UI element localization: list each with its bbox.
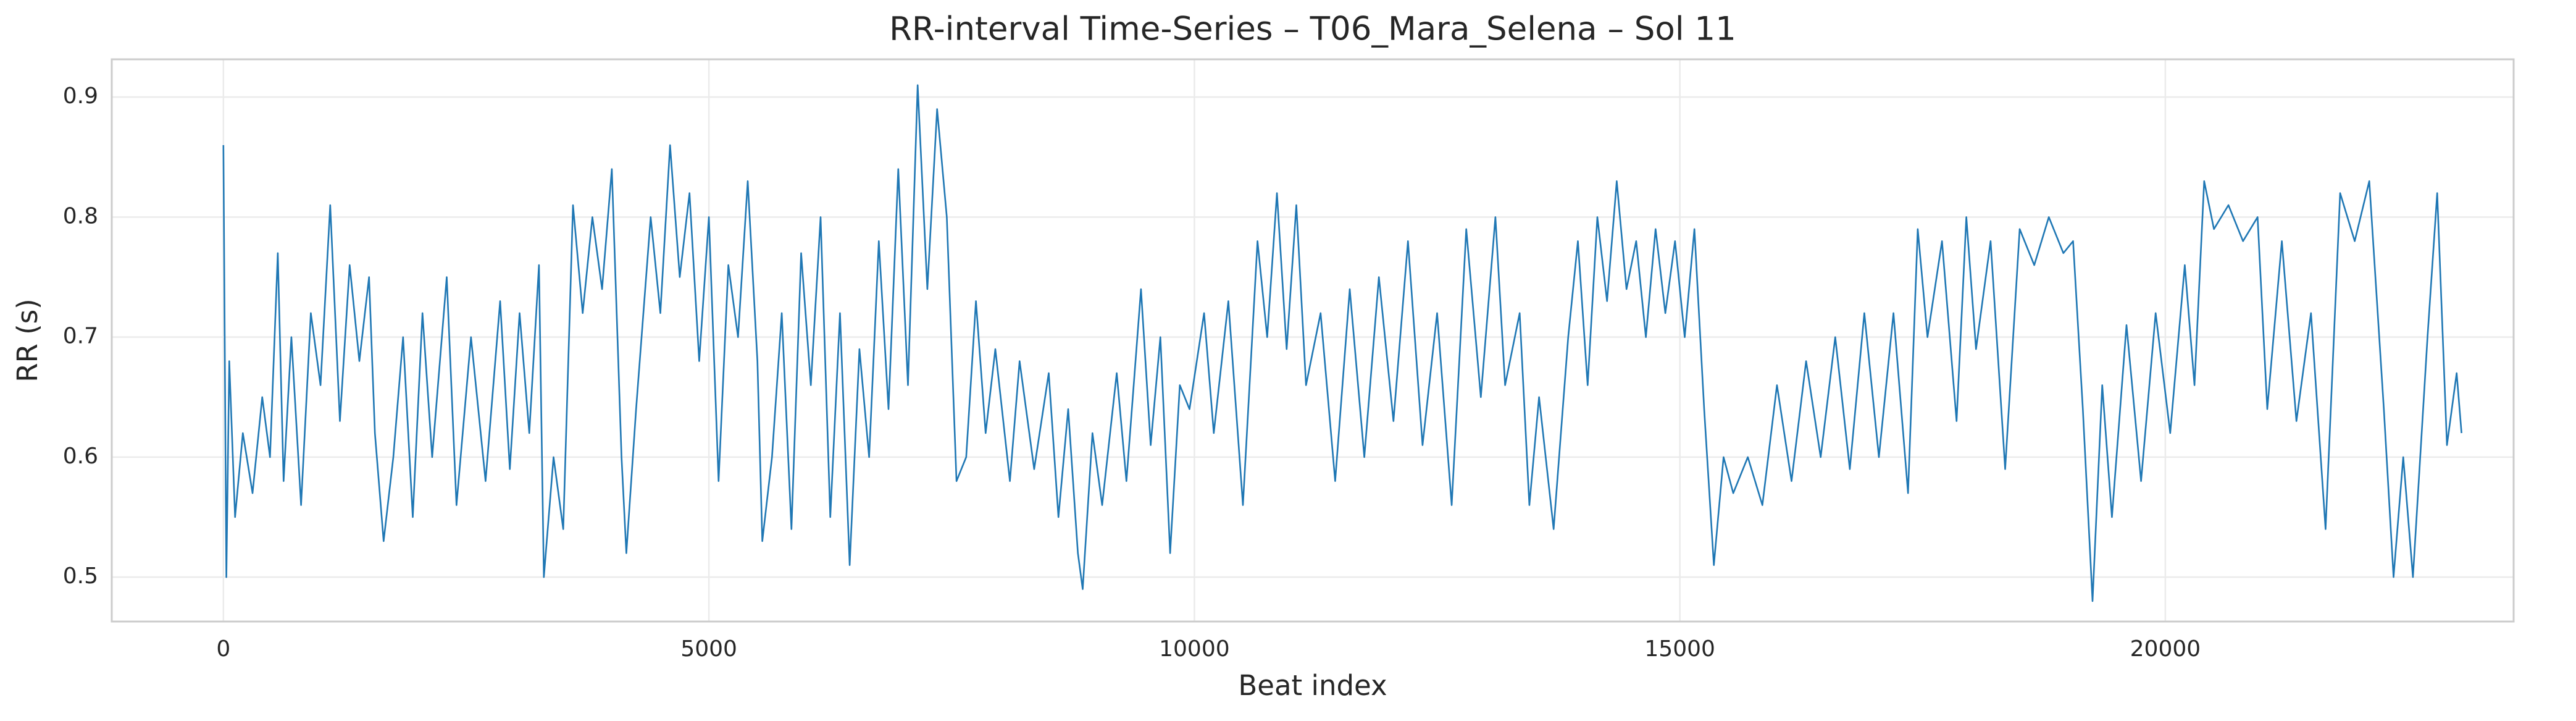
y-tick-label: 0.7: [63, 324, 98, 349]
x-tick-label: 5000: [680, 636, 737, 662]
rr-line: [222, 84, 2462, 602]
x-axis-label: Beat index: [1238, 669, 1387, 702]
plot-frame: [111, 58, 2515, 623]
y-axis-label: RR (s): [11, 298, 44, 382]
y-tick-label: 0.5: [63, 563, 98, 589]
x-tick-label: 15000: [1644, 636, 1715, 662]
x-tick-label: 20000: [2130, 636, 2201, 662]
y-tick-label: 0.9: [63, 83, 98, 109]
y-tick-label: 0.8: [63, 203, 98, 229]
x-tick-label: 0: [216, 636, 230, 662]
y-tick-label: 0.6: [63, 444, 98, 469]
x-tick-label: 10000: [1159, 636, 1230, 662]
chart-title: RR-interval Time-Series – T06_Mara_Selen…: [889, 11, 1736, 48]
